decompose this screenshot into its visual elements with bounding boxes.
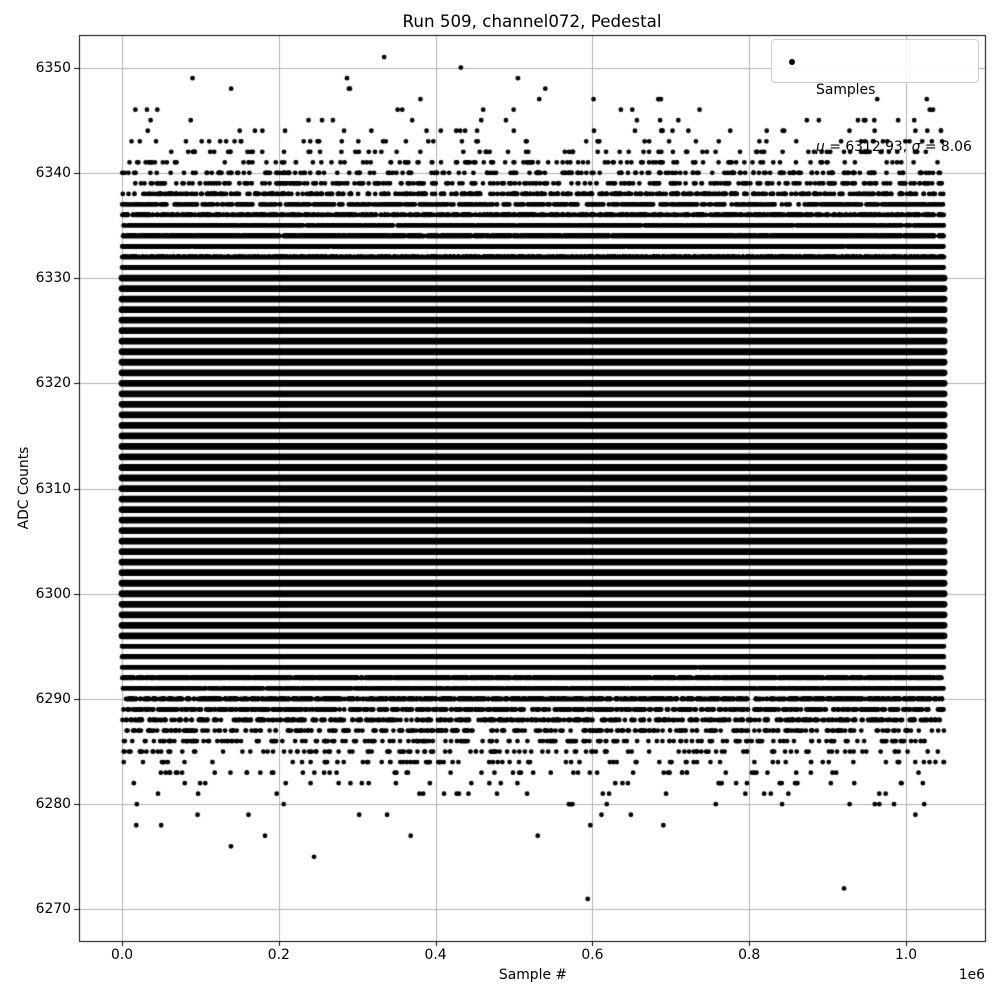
y-tick-label: 6280 — [35, 796, 71, 813]
y-tick-label: 6330 — [35, 270, 71, 287]
x-tick-label: 0.0 — [110, 947, 134, 963]
legend-marker-icon — [789, 59, 795, 65]
legend-text: Samples μ = 6312.93, σ = 8.06 — [816, 43, 972, 195]
y-tick-label: 6290 — [35, 690, 71, 707]
x-axis-offset-label: 1e6 — [958, 967, 985, 983]
mu-symbol: μ — [816, 139, 825, 155]
x-tick-label: 0.4 — [424, 947, 447, 963]
x-tick-label: 0.2 — [267, 947, 290, 963]
y-axis-label: ADC Counts — [16, 446, 32, 530]
y-tick-label: 6310 — [35, 480, 71, 497]
x-tick-label: 0.8 — [738, 947, 761, 963]
y-tick-label: 6320 — [35, 375, 71, 392]
mu-value: = 6312.93, — [824, 139, 912, 155]
y-tick-label: 6350 — [35, 59, 71, 76]
y-tick-label: 6340 — [35, 164, 71, 181]
legend-label-samples: Samples — [816, 82, 876, 98]
x-tick-label: 0.6 — [581, 947, 604, 963]
legend: Samples μ = 6312.93, σ = 8.06 — [771, 39, 979, 155]
y-tick-label: 6300 — [35, 585, 71, 602]
sigma-symbol: σ — [911, 139, 921, 155]
x-tick-label: 1.0 — [894, 947, 918, 963]
legend-label-stats: μ = 6312.93, σ = 8.06 — [816, 138, 972, 157]
chart-title: Run 509, channel072, Pedestal — [402, 11, 662, 31]
sigma-value: = 8.06 — [920, 139, 972, 155]
y-tick-label: 6270 — [35, 901, 71, 918]
x-axis-label: Sample # — [498, 967, 568, 983]
